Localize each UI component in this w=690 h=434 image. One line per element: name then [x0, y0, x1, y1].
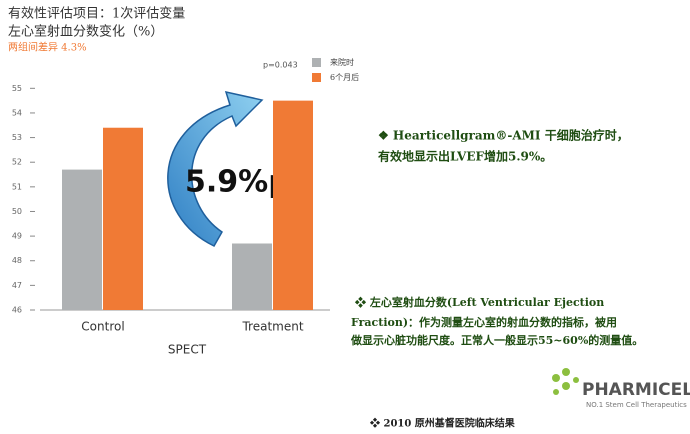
y-tick-label: 50: [12, 207, 22, 216]
legend-label: 来院时: [330, 57, 354, 67]
subtitle: 两组间差异 4.3%: [8, 41, 87, 54]
note-line: ❖ 左心室射血分数(Left Ventricular Ejection: [354, 295, 604, 309]
legend-label: 6个月后: [330, 72, 359, 82]
y-tick-label: 49: [12, 232, 22, 241]
legend-swatch: [312, 58, 321, 67]
x-axis-label: SPECT: [168, 343, 207, 357]
y-tick-label: 51: [12, 182, 22, 191]
y-tick-label: 54: [12, 108, 22, 117]
y-tick-label: 47: [12, 281, 22, 290]
bar: [103, 127, 143, 310]
logo-tagline: NO.1 Stem Cell Therapeutics: [586, 401, 687, 409]
note-line: 有效地显示出LVEF增加5.9%。: [378, 149, 552, 164]
y-tick-label: 48: [12, 256, 22, 265]
x-tick-label: Treatment: [241, 320, 303, 334]
y-tick-label: 46: [12, 306, 22, 315]
p-value: p=0.043: [263, 61, 298, 70]
title-line: 左心室射血分数变化（%）: [8, 24, 163, 40]
y-tick-label: 52: [12, 158, 22, 167]
title-line: 有效性评估项目：1次评估变量: [8, 6, 185, 22]
x-tick-label: Control: [81, 320, 124, 334]
note-line: 做显示心脏功能尺度。正常人一般显示55~60%的测量值。: [350, 333, 643, 347]
footer: ❖ 2010 原州基督医院临床结果: [369, 417, 516, 430]
note-line: ❖ Hearticellgram®-AMI 干细胞治疗时，: [378, 128, 629, 143]
note-line: Fraction)：作为测量左心室的射血分数的指标，被用: [351, 315, 617, 329]
bar: [232, 243, 272, 310]
change-label: 5.9%p: [185, 165, 290, 200]
logo-mark: [552, 368, 579, 395]
y-tick-label: 55: [12, 84, 22, 93]
bar: [273, 100, 313, 310]
legend-swatch: [312, 73, 321, 82]
arrow: [167, 90, 264, 247]
y-tick-label: 53: [12, 133, 22, 142]
bar: [62, 169, 102, 310]
notes: ❖ Hearticellgram®-AMI 干细胞治疗时， 有效地显示出LVEF…: [350, 128, 643, 348]
logo: PHARMICELL: [582, 380, 690, 400]
